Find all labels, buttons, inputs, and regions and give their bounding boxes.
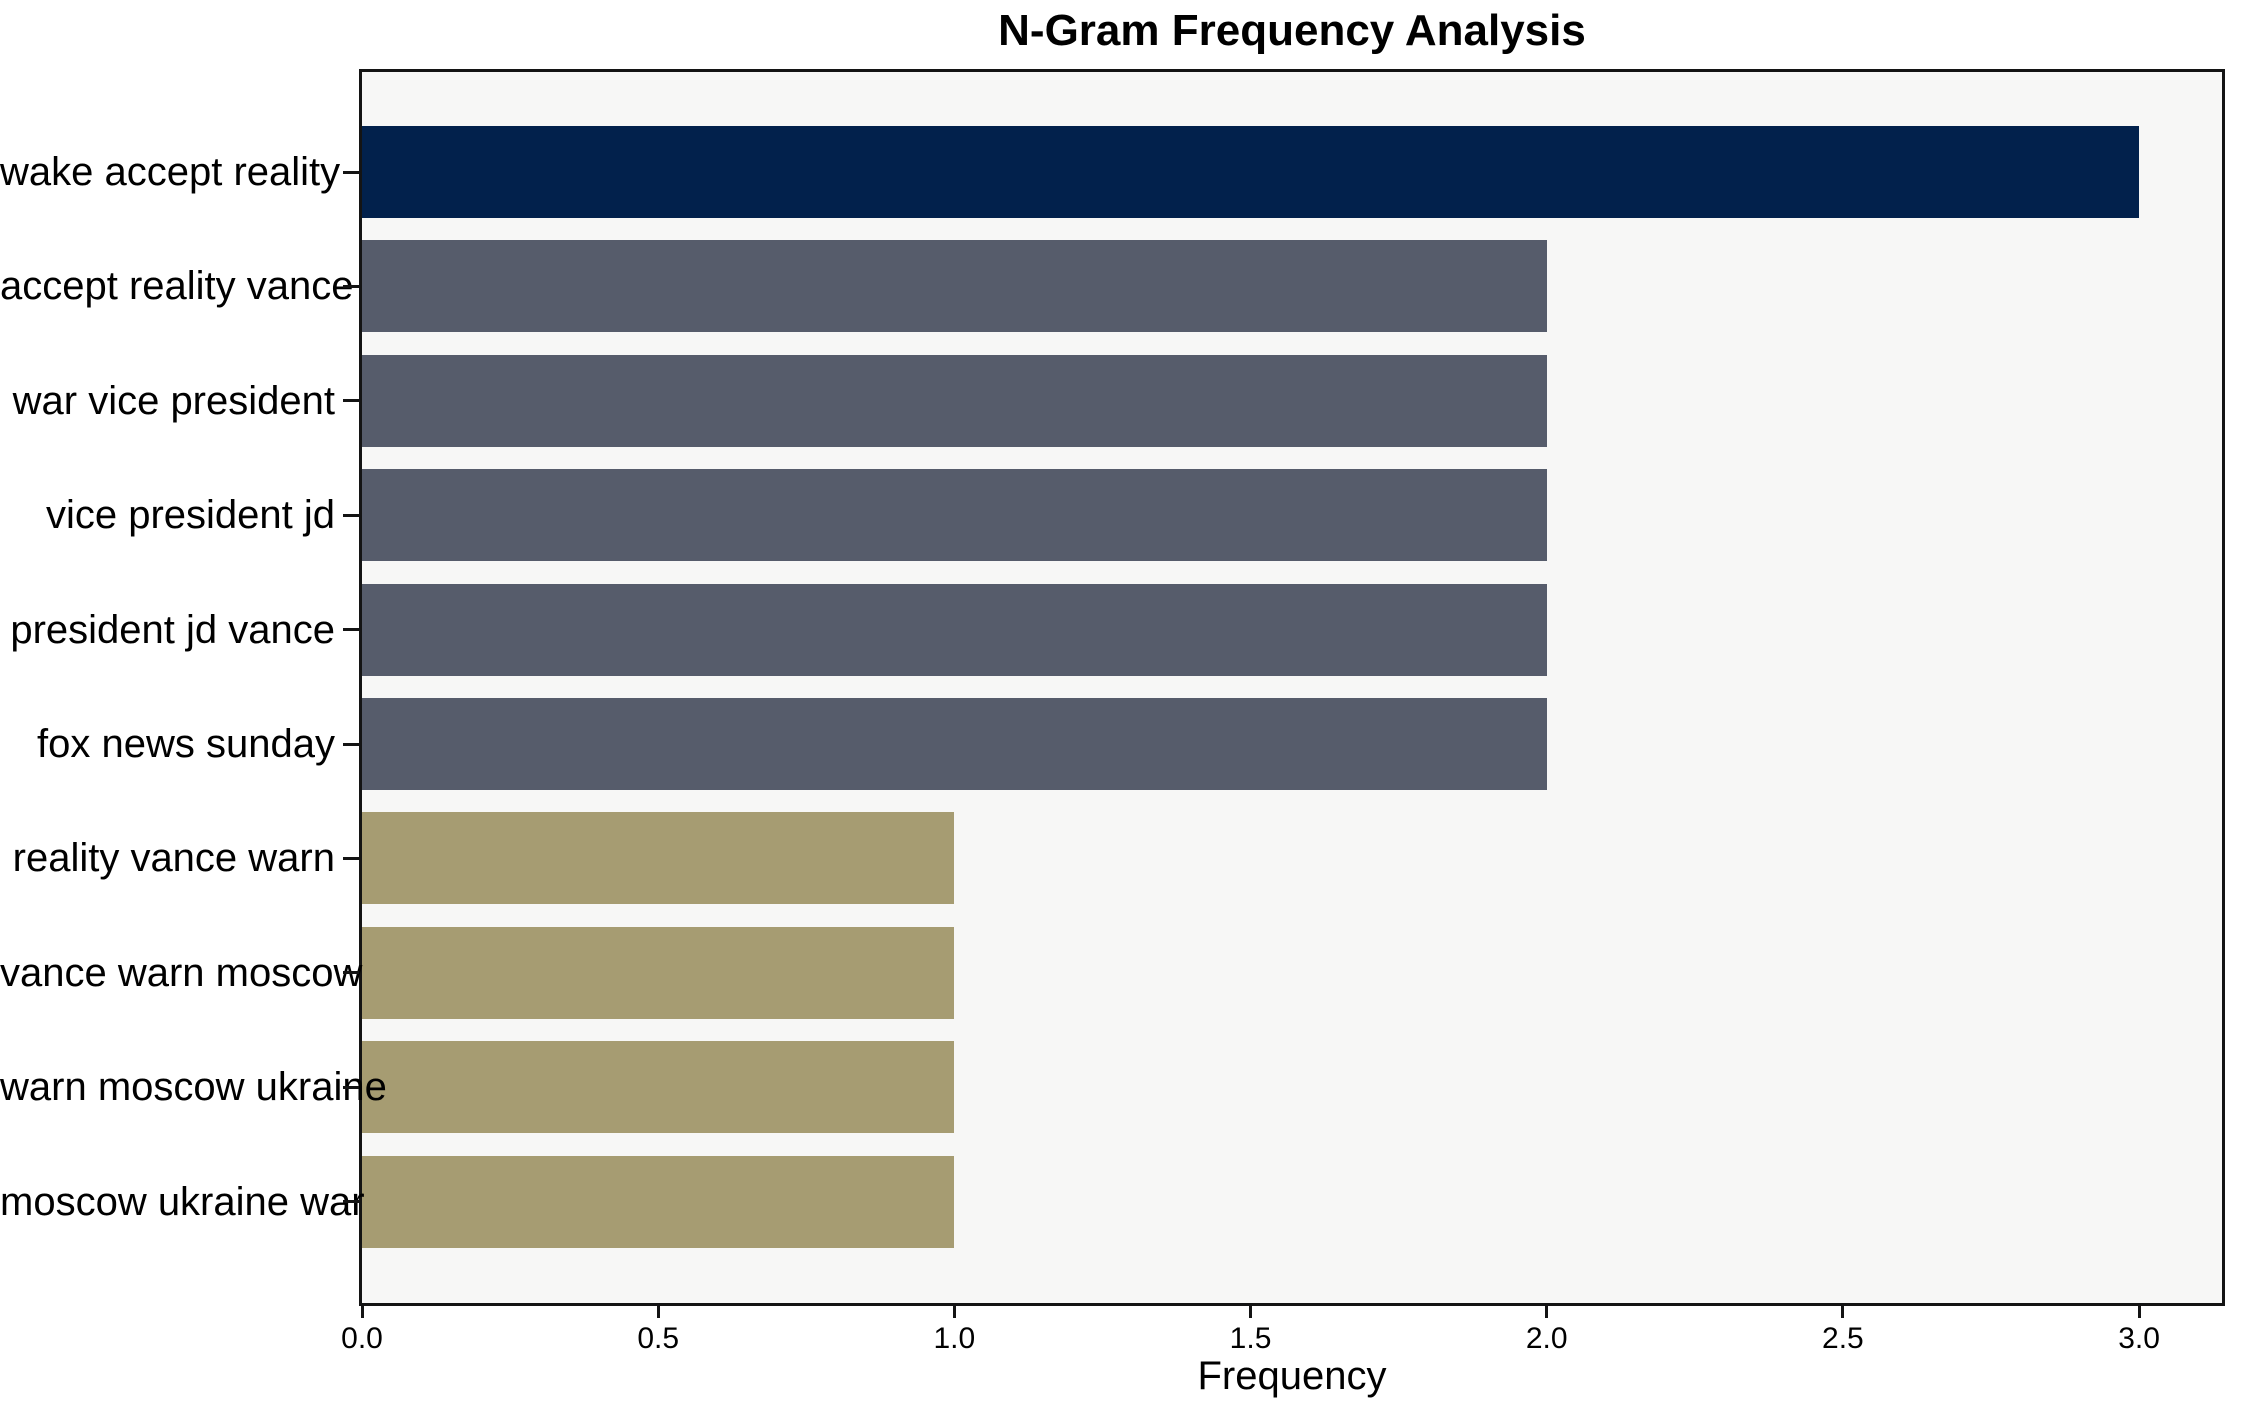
bar xyxy=(362,926,955,1019)
bar xyxy=(362,812,955,905)
x-tick-mark xyxy=(952,1306,956,1318)
y-tick-label: reality vance warn xyxy=(12,836,335,881)
x-tick-label: 1.5 xyxy=(1229,1322,1272,1355)
bar xyxy=(362,126,2140,218)
y-tick-label: wake accept reality xyxy=(0,150,341,194)
y-tick-label: warn moscow ukraine xyxy=(0,1065,387,1110)
x-tick-label: 2.5 xyxy=(1822,1322,1864,1355)
bar xyxy=(362,583,1547,676)
y-tick-mark xyxy=(343,170,359,174)
bar xyxy=(362,698,1547,790)
bar xyxy=(362,1041,955,1134)
x-tick-label: 3.0 xyxy=(2118,1322,2160,1355)
bar xyxy=(362,469,1547,562)
x-tick-mark xyxy=(360,1306,364,1318)
y-tick-label: vice president jd xyxy=(45,493,335,538)
y-tick-mark xyxy=(343,971,359,975)
bar xyxy=(362,240,1547,333)
y-tick-mark xyxy=(343,284,359,288)
x-tick-label: 2.0 xyxy=(1525,1322,1568,1355)
y-tick-mark xyxy=(343,513,359,517)
y-tick-mark xyxy=(343,742,359,746)
bar xyxy=(362,1155,955,1248)
y-tick-label: president jd vance xyxy=(10,607,335,652)
plot-area xyxy=(359,69,2225,1306)
y-tick-label: vance warn moscow xyxy=(0,950,363,995)
y-tick-mark xyxy=(343,399,359,403)
x-tick-mark xyxy=(1841,1306,1845,1318)
chart-title: N-Gram Frequency Analysis xyxy=(998,6,1586,55)
y-tick-mark xyxy=(343,1085,359,1089)
y-tick-label: fox news sunday xyxy=(37,722,335,766)
x-tick-mark xyxy=(656,1306,660,1318)
x-tick-label: 0.5 xyxy=(637,1322,680,1355)
x-tick-label: 1.0 xyxy=(933,1322,976,1355)
y-tick-label: moscow ukraine war xyxy=(0,1179,365,1224)
y-tick-mark xyxy=(343,628,359,632)
y-tick-label: accept reality vance xyxy=(0,264,354,309)
x-axis-title: Frequency xyxy=(1197,1354,1387,1398)
y-tick-mark xyxy=(343,1200,359,1204)
y-tick-label: war vice president xyxy=(12,378,335,423)
x-tick-mark xyxy=(1249,1306,1253,1318)
x-tick-label: 0.0 xyxy=(341,1322,383,1355)
bar xyxy=(362,354,1547,447)
x-tick-mark xyxy=(1545,1306,1549,1318)
x-tick-mark xyxy=(2137,1306,2141,1318)
y-tick-mark xyxy=(343,856,359,860)
